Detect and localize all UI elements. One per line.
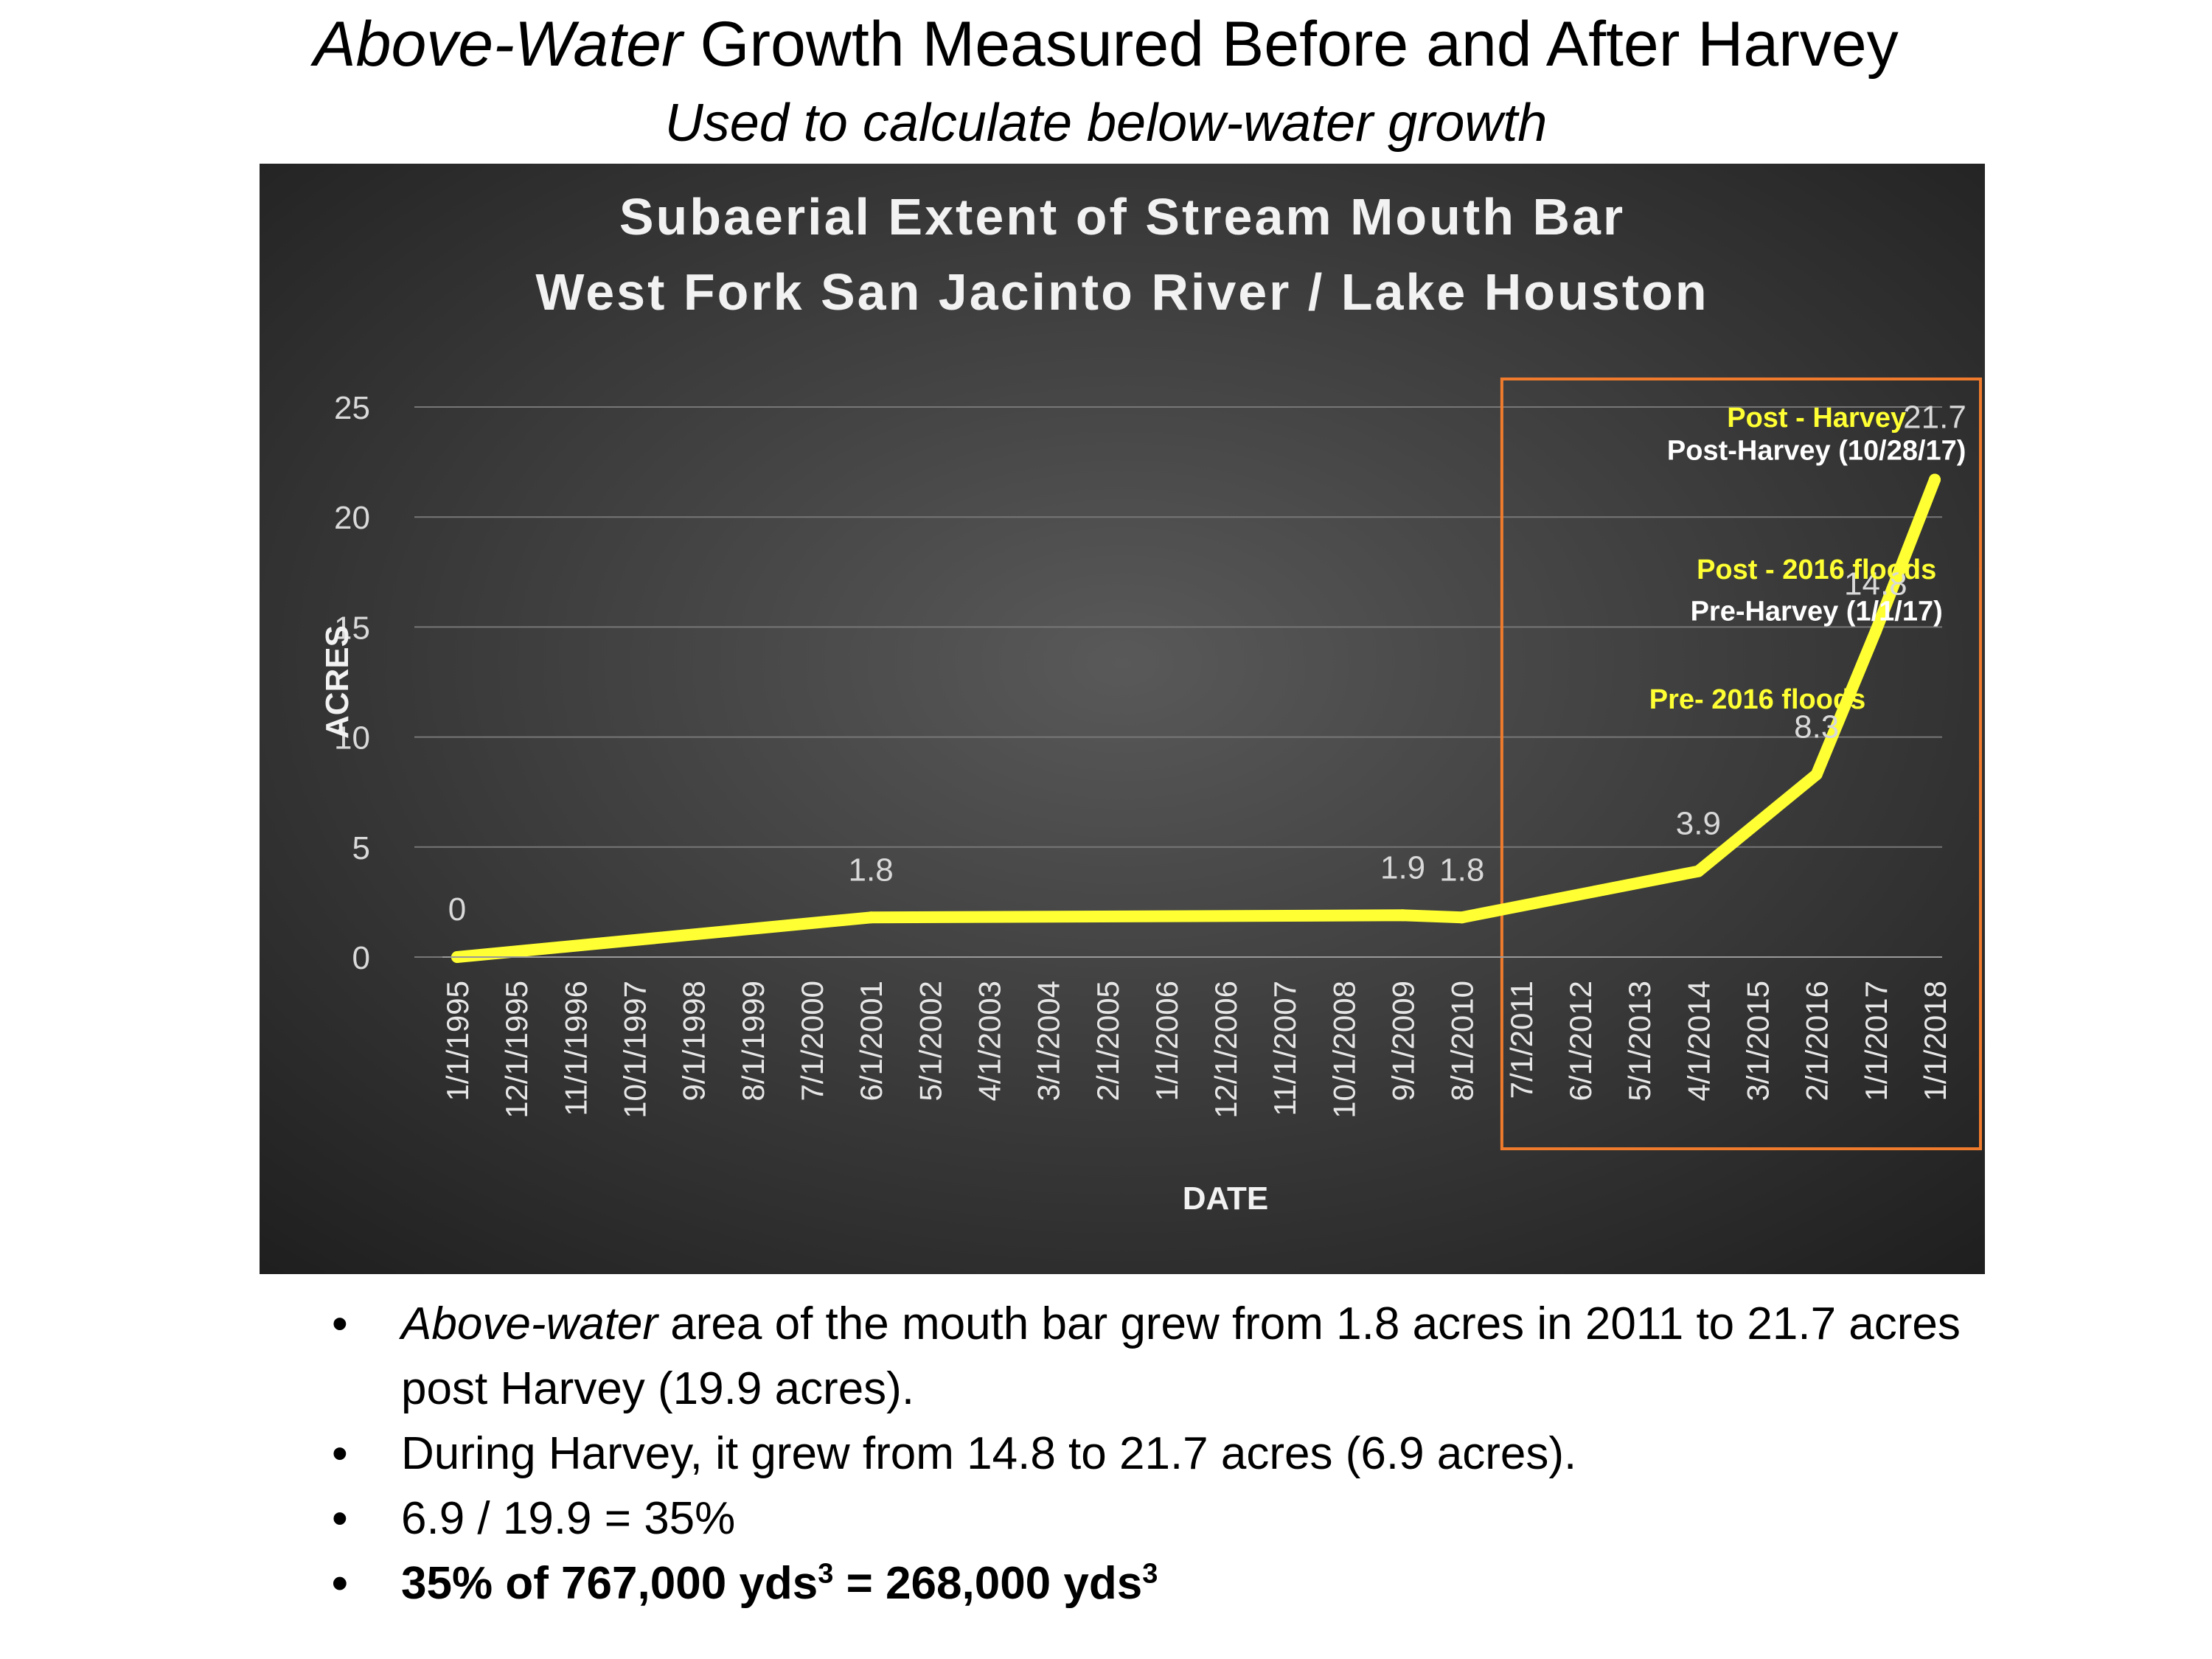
chart-title-line-1: Subaerial Extent of Stream Mouth Bar [619,188,1625,246]
x-tick-label-2: 12/1/1995 [499,981,534,1119]
highlight-box [1500,378,1982,1150]
data-label-1: 0 [448,891,466,928]
x-tick-label-9: 5/1/2002 [913,981,947,1102]
chart-background [260,164,1985,1274]
data-label-6: 8.3 [1794,709,1839,745]
bullet-list: Above-water area of the mouth bar grew f… [324,1292,2020,1616]
x-tick-label-22: 4/1/2014 [1681,981,1716,1102]
y-tick-label-10: 10 [334,720,370,757]
bullet-item-4: 35% of 767,000 yds3 = 268,000 yds3 [324,1551,2020,1616]
data-label-5: 3.9 [1676,806,1721,842]
data-point-2 [865,911,877,924]
x-tick-label-5: 9/1/1998 [677,981,712,1102]
y-axis-title: ACRES [319,625,355,739]
annotation-5: Pre- 2016 floods [1649,684,1866,715]
chart-title-line-2: West Fork San Jacinto River / Lake Houst… [535,263,1708,321]
x-tick-label-12: 2/1/2005 [1091,981,1125,1102]
slide-title-italic: Above-Water [313,9,683,80]
data-label-7: 14.8 [1844,566,1907,602]
bullet-4-part2: = 268,000 yds [833,1558,1143,1609]
data-label-2: 1.8 [849,852,894,888]
x-tick-label-19: 7/1/2011 [1504,981,1539,1099]
bullet-1-text: area of the mouth bar grew from 1.8 acre… [401,1298,1961,1414]
data-point-3 [1397,909,1409,922]
data-point-8 [1929,473,1941,486]
annotation-2: Post-Harvey (10/28/17) [1667,436,1966,467]
x-tick-label-7: 7/1/2000 [795,981,830,1102]
x-tick-label-25: 1/1/2017 [1859,981,1893,1102]
x-tick-label-10: 4/1/2003 [972,981,1006,1102]
data-label-3: 1.9 [1380,849,1425,886]
y-tick-label-15: 15 [334,610,370,646]
annotation-3: Post - 2016 floods [1697,554,1936,585]
x-tick-label-15: 11/1/2007 [1267,981,1302,1116]
bullet-item-2: During Harvey, it grew from 14.8 to 21.7… [324,1422,2020,1486]
x-tick-label-16: 10/1/2008 [1326,981,1361,1119]
slide-title-rest: Growth Measured Before and After Harvey [682,9,1899,80]
data-point-6 [1810,768,1823,781]
x-tick-label-26: 1/1/2018 [1918,981,1952,1102]
x-tick-label-18: 8/1/2010 [1445,981,1480,1102]
bullet-4-sup2: 3 [1142,1558,1158,1590]
x-tick-label-4: 10/1/1997 [617,981,652,1119]
x-tick-label-6: 8/1/1999 [736,981,771,1102]
annotation-4: Pre-Harvey (1/1/17) [1691,596,1943,627]
bullet-item-1: Above-water area of the mouth bar grew f… [324,1292,2020,1422]
y-tick-label-20: 20 [334,500,370,536]
x-tick-label-13: 1/1/2006 [1150,981,1184,1102]
x-tick-label-8: 6/1/2001 [854,981,888,1102]
bullet-4-sup1: 3 [818,1558,834,1590]
y-tick-label-25: 25 [334,390,370,426]
bullet-2-text: During Harvey, it grew from 14.8 to 21.7… [401,1428,1577,1479]
chart-panel: 0 1.8 1.9 1.8 3.9 8.3 14.8 21.7 Post - Harvey Pos… [260,164,1985,1274]
bullet-1-italic: Above-water [401,1298,658,1349]
data-label-8: 21.7 [1903,399,1966,435]
data-label-4: 1.8 [1439,852,1484,888]
data-point-7 [1869,625,1882,638]
x-tick-label-21: 5/1/2013 [1622,981,1657,1102]
slide-subtitle: Used to calculate below-water growth [664,94,1548,153]
x-tick-label-11: 3/1/2004 [1032,981,1066,1102]
x-tick-label-24: 2/1/2016 [1800,981,1834,1102]
x-tick-label-23: 3/1/2015 [1741,981,1775,1102]
x-tick-label-3: 11/1/1996 [558,981,593,1116]
x-tick-label-20: 6/1/2012 [1563,981,1598,1102]
slide-title: Above-Water Growth Measured Before and A… [0,6,2212,83]
x-tick-label-17: 9/1/2009 [1386,981,1421,1102]
bullet-4-part1: 35% of 767,000 yds [401,1558,818,1609]
data-point-5 [1692,865,1705,877]
series-line [451,473,1941,963]
bullet-item-3: 6.9 / 19.9 = 35% [324,1486,2020,1551]
y-tick-label-0: 0 [352,940,370,976]
y-tick-label-5: 5 [352,830,370,866]
annotation-1: Post - Harvey [1727,403,1906,434]
x-tick-label-14: 12/1/2006 [1208,981,1243,1119]
bullet-3-text: 6.9 / 19.9 = 35% [401,1493,736,1544]
data-point-4 [1455,911,1468,924]
x-axis-title: DATE [1183,1180,1269,1217]
x-tick-label-1: 1/1/1995 [440,981,475,1102]
